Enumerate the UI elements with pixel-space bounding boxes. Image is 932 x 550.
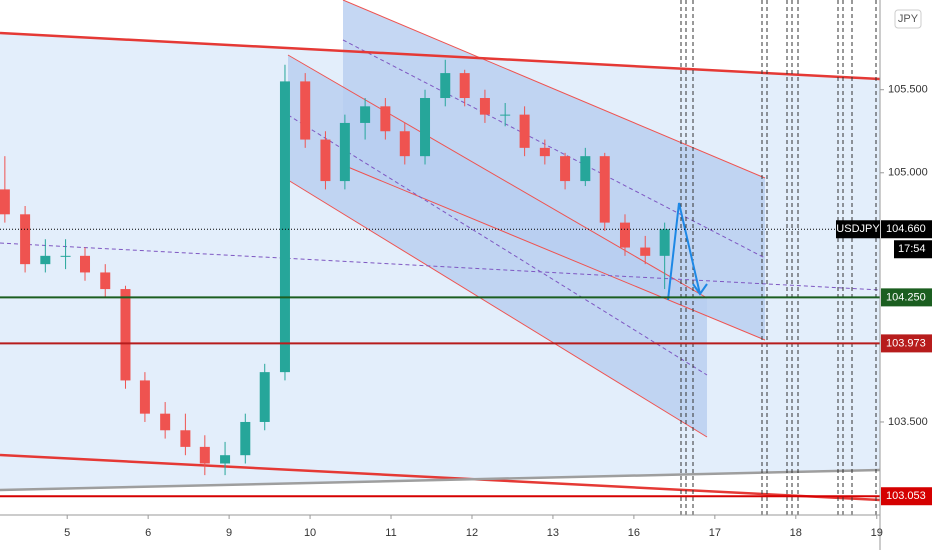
level-label: 103.053 — [886, 490, 926, 502]
candle-body — [40, 255, 51, 265]
x-tick-label: 10 — [304, 527, 316, 539]
y-tick-label: 103.500 — [888, 416, 928, 428]
candle-body — [440, 73, 451, 99]
y-tick-label: 105.500 — [888, 84, 928, 96]
x-tick-label: 18 — [790, 527, 802, 539]
x-tick-label: 17 — [709, 527, 721, 539]
current-price: 104.660 — [886, 223, 926, 235]
candle-body — [539, 147, 550, 157]
candle-body — [220, 455, 231, 464]
candle-body — [599, 156, 610, 223]
channel-borders — [287, 0, 766, 438]
candle-body — [259, 372, 270, 422]
level-badge — [881, 334, 932, 353]
candle-body — [420, 98, 431, 157]
x-tick-label: 5 — [64, 527, 70, 539]
trend-line — [0, 453, 881, 502]
candle-body — [0, 189, 10, 215]
candle-body — [399, 131, 410, 157]
candle-body — [339, 122, 350, 182]
candle-body — [519, 114, 530, 148]
candle-body — [619, 222, 630, 248]
x-tick-label: 9 — [226, 527, 232, 539]
candle-body — [320, 139, 331, 182]
median-lines — [0, 39, 881, 376]
x-tick-label: 12 — [466, 527, 478, 539]
lower-channel — [288, 55, 707, 437]
symbol-badge — [836, 220, 880, 239]
price-axis — [880, 0, 932, 550]
trend-line — [0, 31, 881, 81]
price-badge — [881, 220, 932, 239]
candle-body — [300, 81, 311, 140]
candle-body — [180, 430, 191, 447]
candle-body — [640, 247, 651, 256]
candle-body — [459, 73, 470, 99]
candle-body — [479, 98, 490, 115]
arrow-head — [692, 283, 708, 296]
countdown-badge — [894, 240, 932, 259]
candle-body — [279, 81, 290, 373]
candle-body — [20, 214, 31, 265]
symbol: USDJPY — [836, 223, 880, 235]
x-tick-label: 13 — [547, 527, 559, 539]
candle-body — [199, 446, 210, 464]
candle-body — [360, 106, 371, 123]
candle-body — [160, 413, 171, 431]
x-tick-label: 11 — [385, 527, 396, 539]
candle-body — [240, 421, 251, 456]
level-label: 104.250 — [886, 291, 926, 303]
candle-body — [560, 156, 571, 182]
level-badge — [881, 487, 932, 506]
projection-arrow — [667, 202, 701, 301]
candle-body — [380, 106, 391, 132]
y-tick-label: 105.000 — [888, 167, 928, 179]
currency: JPY — [898, 13, 919, 25]
candle-body — [60, 255, 71, 257]
trend-line — [0, 468, 881, 492]
candle-body — [139, 380, 150, 414]
x-tick-label: 16 — [628, 527, 640, 539]
candle-body — [580, 156, 591, 182]
candle-body — [659, 229, 670, 256]
candle-body — [80, 255, 91, 273]
x-tick-label: 19 — [871, 527, 883, 539]
x-tick-label: 6 — [145, 527, 151, 539]
candle-body — [500, 114, 511, 116]
event-lines — [680, 0, 877, 515]
level-label: 103.973 — [886, 337, 926, 349]
candle-body — [120, 289, 131, 381]
candle-body — [100, 272, 111, 290]
currency-badge — [894, 9, 922, 29]
countdown: 17:54 — [898, 243, 926, 255]
level-badge — [881, 288, 932, 307]
